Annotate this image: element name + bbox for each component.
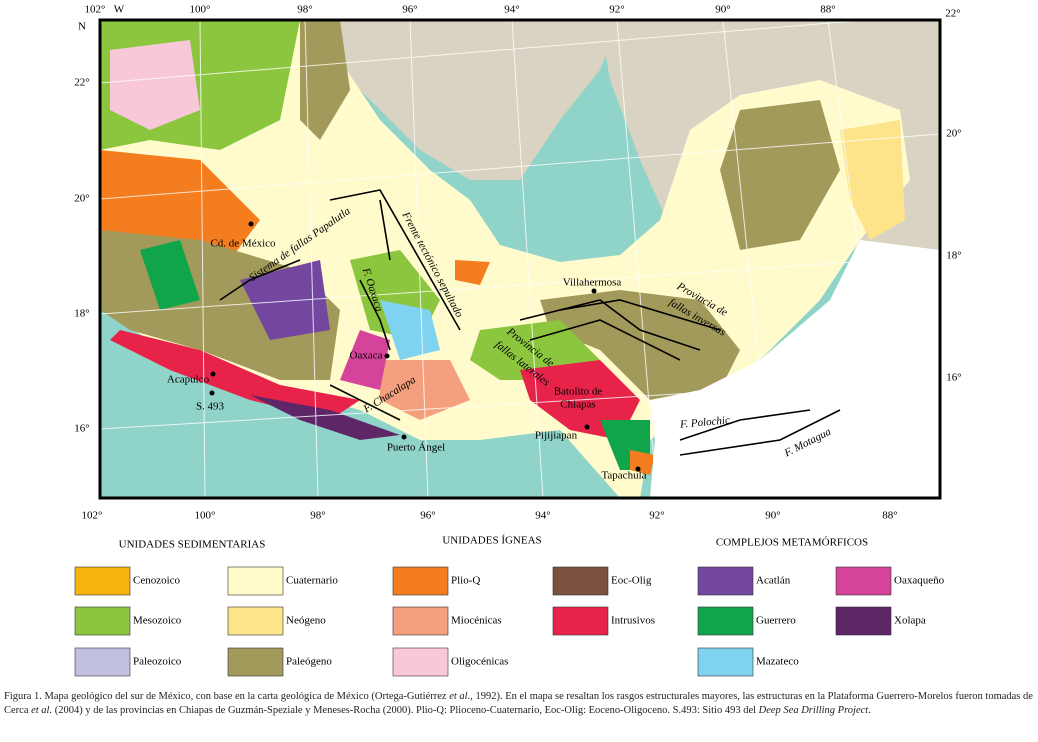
legend-swatch <box>697 606 754 636</box>
coord-label: 102° <box>85 4 106 16</box>
coord-label: W <box>114 4 125 16</box>
coord-label: 92° <box>609 4 624 16</box>
coord-label: 90° <box>715 4 730 16</box>
legend-swatch <box>74 647 131 677</box>
coord-label: 94° <box>535 510 550 522</box>
legend-label: Guerrero <box>756 615 796 627</box>
legend-swatch <box>835 566 892 596</box>
caption-text: . <box>868 705 871 716</box>
legend-swatch <box>697 566 754 596</box>
coord-label: 102° <box>82 510 103 522</box>
legend-swatch <box>552 606 609 636</box>
coord-label: 22° <box>74 77 89 89</box>
legend-swatch <box>227 606 284 636</box>
legend-label: Miocénicas <box>451 615 502 627</box>
coord-label: 88° <box>882 510 897 522</box>
legend-swatch <box>227 566 284 596</box>
place-label: Oaxaca <box>350 350 383 362</box>
legend-label: Intrusivos <box>611 615 655 627</box>
coord-label: 90° <box>765 510 780 522</box>
legend-label: Paleozoico <box>133 656 182 668</box>
legend-label: Plio-Q <box>451 575 480 587</box>
legend-swatch <box>552 566 609 596</box>
map-art <box>100 20 940 498</box>
map-frame <box>98 18 942 500</box>
legend-label: Oaxaqueño <box>894 575 945 587</box>
coord-label: N <box>78 21 86 33</box>
coord-label: 88° <box>820 4 835 16</box>
place-label: Cd. de México <box>210 238 276 250</box>
caption-text: (2004) y de las provincias en Chiapas de… <box>52 705 759 716</box>
legend-swatch <box>835 606 892 636</box>
legend-label: Acatlán <box>756 575 791 587</box>
caption-italic: et al. <box>449 691 471 702</box>
coord-label: 16° <box>946 372 961 384</box>
coord-label: 20° <box>74 193 89 205</box>
legend-swatch <box>392 566 449 596</box>
caption-text: , 1992). En el mapa se resaltan los rasg… <box>4 691 1033 716</box>
legend-label: Cenozoico <box>133 575 181 587</box>
place-label: F. Polochic <box>679 414 731 430</box>
coord-label: 22° <box>945 8 960 20</box>
legend-heading: UNIDADES ÍGNEAS <box>442 535 541 547</box>
place-label: Batolito de <box>554 386 603 398</box>
place-label: Villahermosa <box>563 277 622 289</box>
place-label: Chiapas <box>560 399 595 411</box>
coord-label: 100° <box>195 510 216 522</box>
legend-label: Paleógeno <box>286 656 332 668</box>
legend-swatch <box>392 647 449 677</box>
coord-label: 20° <box>946 128 961 140</box>
place-label: Puerto Ángel <box>387 442 445 454</box>
legend-label: Eoc-Olig <box>611 575 652 587</box>
legend-swatch <box>74 606 131 636</box>
legend-heading: COMPLEJOS METAMÓRFICOS <box>716 537 868 549</box>
legend-label: Oligocénicas <box>451 656 508 668</box>
coord-label: 16° <box>74 423 89 435</box>
place-label: S. 493 <box>196 401 225 413</box>
coord-label: 100° <box>190 4 211 16</box>
coord-label: 18° <box>946 250 961 262</box>
coord-label: 96° <box>420 510 435 522</box>
legend-heading: UNIDADES SEDIMENTARIAS <box>119 539 266 551</box>
legend-swatch <box>392 606 449 636</box>
legend-label: Mazateco <box>756 656 799 668</box>
legend-label: Neógeno <box>286 615 326 627</box>
legend-swatch <box>227 647 284 677</box>
coord-label: 98° <box>310 510 325 522</box>
coord-label: 96° <box>402 4 417 16</box>
legend-swatch <box>74 566 131 596</box>
legend-label: Cuaternario <box>286 575 338 587</box>
legend-label: Mesozoico <box>133 615 182 627</box>
legend-swatch <box>697 647 754 677</box>
legend-label: Xolapa <box>894 615 926 627</box>
coord-label: 92° <box>649 510 664 522</box>
caption: Figura 1. Mapa geológico del sur de Méxi… <box>4 690 1034 718</box>
caption-italic: Deep Sea Drilling Project <box>758 705 869 716</box>
caption-italic: et al. <box>31 705 53 716</box>
place-label: Acapulco <box>167 374 210 386</box>
figure: 102° W 100° 98° 96° 94° 92° 90° 88° 22° N 22° 20° 18°… <box>74 4 962 677</box>
caption-text: Figura 1. Mapa geológico del sur de Méxi… <box>4 691 450 702</box>
coord-label: 98° <box>297 4 312 16</box>
coord-label: 94° <box>504 4 519 16</box>
coord-label: 18° <box>74 308 89 320</box>
place-label: Pijijiapan <box>535 430 578 442</box>
place-label: Tapachula <box>601 470 646 482</box>
